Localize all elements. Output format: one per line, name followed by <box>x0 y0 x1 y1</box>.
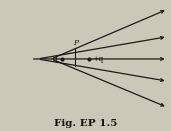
Text: +q: +q <box>92 55 104 63</box>
Text: P: P <box>73 39 78 47</box>
Text: -q: -q <box>51 55 58 63</box>
Text: Fig. EP 1.5: Fig. EP 1.5 <box>54 119 117 128</box>
